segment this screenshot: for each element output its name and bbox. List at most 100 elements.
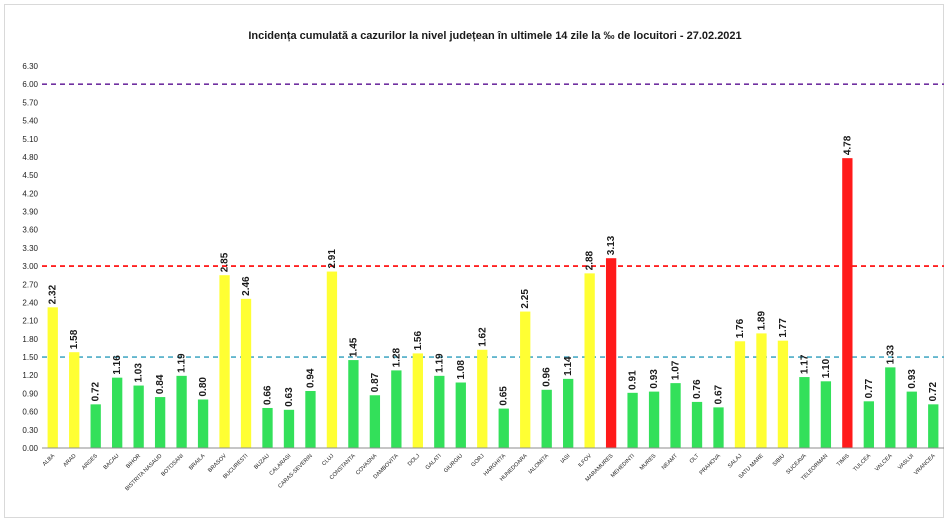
y-tick-label: 4.80 [22,153,38,162]
value-label: 2.85 [220,252,231,272]
value-label: 2.32 [48,284,59,304]
value-label: 1.16 [112,355,123,375]
category-label: MEHEDINTI [610,453,636,479]
bar [670,383,681,448]
y-tick-label: 2.70 [22,280,38,289]
bar [197,399,209,448]
bar [434,375,445,448]
value-label: 0.72 [91,381,102,401]
value-label: 0.93 [649,369,660,389]
category-label: GORJ [470,453,485,468]
category-label: VASLUI [897,453,915,471]
bar [133,385,144,448]
bar [455,382,466,448]
bar [154,397,166,448]
value-label: 0.87 [370,372,381,392]
y-tick-label: 5.10 [22,135,38,144]
y-tick-label: 1.50 [22,353,38,362]
value-label: 1.89 [756,310,767,330]
category-label: OLT [689,453,701,465]
y-tick-label: 4.20 [22,189,38,198]
bar [498,408,509,448]
bar [885,367,896,448]
value-label: 0.72 [928,381,939,401]
y-tick-label: 4.50 [22,171,38,180]
y-tick-label: 3.00 [22,262,38,271]
value-label: 1.14 [563,356,574,376]
bar [756,333,767,448]
y-tick-label: 3.90 [22,208,38,217]
category-label: SALAJ [727,453,743,469]
value-label: 2.88 [585,250,596,270]
category-label: BUZAU [253,453,271,471]
value-label: 2.91 [327,249,338,269]
bar [799,377,810,448]
category-label: GIURGIU [443,453,464,474]
bar [240,298,252,448]
value-label: 0.77 [864,378,875,398]
category-label: BRAILA [188,453,207,472]
bar [369,395,381,448]
bar [391,370,402,448]
value-label: 0.84 [155,374,166,394]
value-label: 1.17 [799,354,810,374]
category-label: ILFOV [577,453,593,469]
category-label: BISTRITA NASAUD [124,453,163,492]
value-label: 1.19 [177,353,188,373]
value-label: 1.76 [735,318,746,338]
category-label: TULCEA [852,453,872,473]
bar [112,377,123,448]
value-label: 1.58 [69,329,80,349]
category-label: SIBIU [772,453,787,468]
y-tick-label: 0.90 [22,389,38,398]
category-label: CLUJ [321,453,335,467]
bar [563,378,574,448]
bar [820,381,832,448]
value-label: 1.56 [413,331,424,351]
y-tick-label: 3.60 [22,226,38,235]
category-label: MURES [639,453,658,472]
bar [283,409,295,448]
y-tick-label: 0.30 [22,426,38,435]
value-label: 1.07 [671,360,682,380]
bar [219,275,230,448]
bar [262,407,273,448]
value-label: 1.28 [391,347,402,367]
category-label: DOLJ [407,453,421,467]
bar [90,404,101,448]
category-label: VRANCEA [913,453,937,477]
value-label: 1.62 [477,327,488,347]
y-tick-label: 5.40 [22,117,38,126]
category-label: IASI [560,453,572,465]
category-label: VALCEA [874,453,894,473]
value-label: 1.45 [348,337,359,357]
y-tick-label: 3.30 [22,244,38,253]
chart-title: Incidența cumulată a cazurilor la nivel … [248,30,741,42]
category-label: NEAMT [661,453,679,471]
bar [928,404,939,448]
y-tick-label: 2.10 [22,317,38,326]
category-label: BOTOSANI [160,453,185,478]
value-label: 3.13 [606,235,617,255]
value-label: 1.77 [778,318,789,338]
category-label: ARAD [62,453,77,468]
y-tick-label: 1.80 [22,335,38,344]
bar [627,392,638,448]
bar [477,349,488,448]
y-tick-label: 0.60 [22,408,38,417]
category-label: BIHOR [125,453,142,470]
bar [47,307,58,448]
value-label: 2.25 [520,289,531,309]
value-label: 1.33 [885,344,896,364]
bar [348,360,359,448]
bars [47,158,939,448]
bar [691,401,703,448]
bar [326,271,338,448]
bar [69,352,80,448]
bar [584,273,595,448]
y-tick-label: 1.20 [22,371,38,380]
y-tick-label: 0.00 [22,444,38,453]
bar [713,407,724,448]
value-label: 0.93 [907,369,918,389]
